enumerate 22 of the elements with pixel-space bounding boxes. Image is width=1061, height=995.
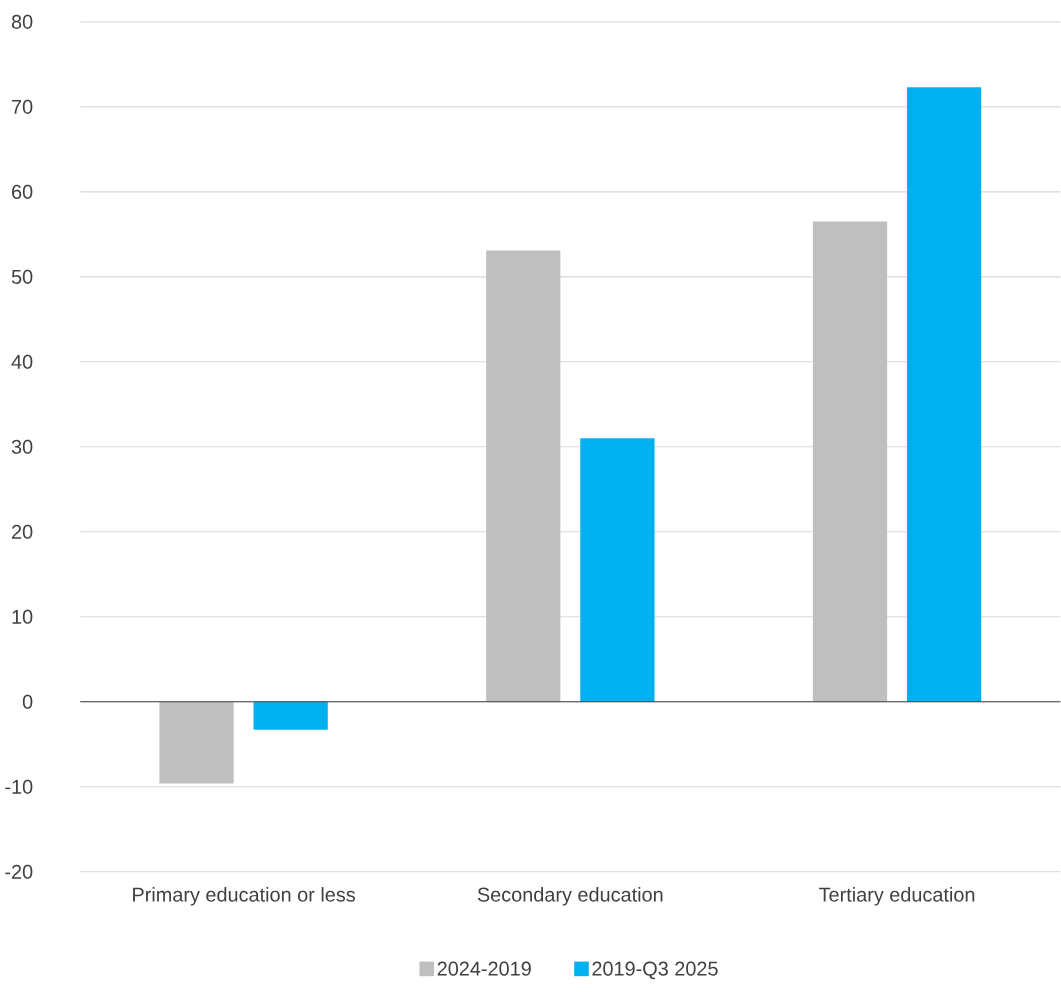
y-tick-label: 30 xyxy=(11,439,33,454)
y-tick-label: 20 xyxy=(12,524,33,539)
y-tick-label: 60 xyxy=(12,184,33,199)
x-tick-label: Secondary education xyxy=(477,887,663,906)
y-tick-label: 40 xyxy=(11,354,33,369)
y-tick-label: 70 xyxy=(12,99,33,114)
bar xyxy=(812,221,888,702)
bar xyxy=(159,701,234,784)
y-tick-label: 80 xyxy=(11,14,33,29)
x-tick-label: Tertiary education xyxy=(819,887,975,906)
legend-label: 2019-Q3 2025 xyxy=(592,961,718,980)
bar xyxy=(580,438,655,702)
legend-label: 2024-2019 xyxy=(437,961,531,976)
bar xyxy=(253,701,328,730)
bar xyxy=(486,250,561,702)
x-tick-label: Primary education or less xyxy=(133,887,355,906)
bar xyxy=(907,87,982,702)
y-tick-label: 50 xyxy=(11,269,33,284)
y-tick-label: -20 xyxy=(5,864,33,879)
y-tick-label: 0 xyxy=(22,694,33,709)
y-tick-label: -10 xyxy=(5,779,33,794)
y-tick-label: 10 xyxy=(12,609,33,624)
